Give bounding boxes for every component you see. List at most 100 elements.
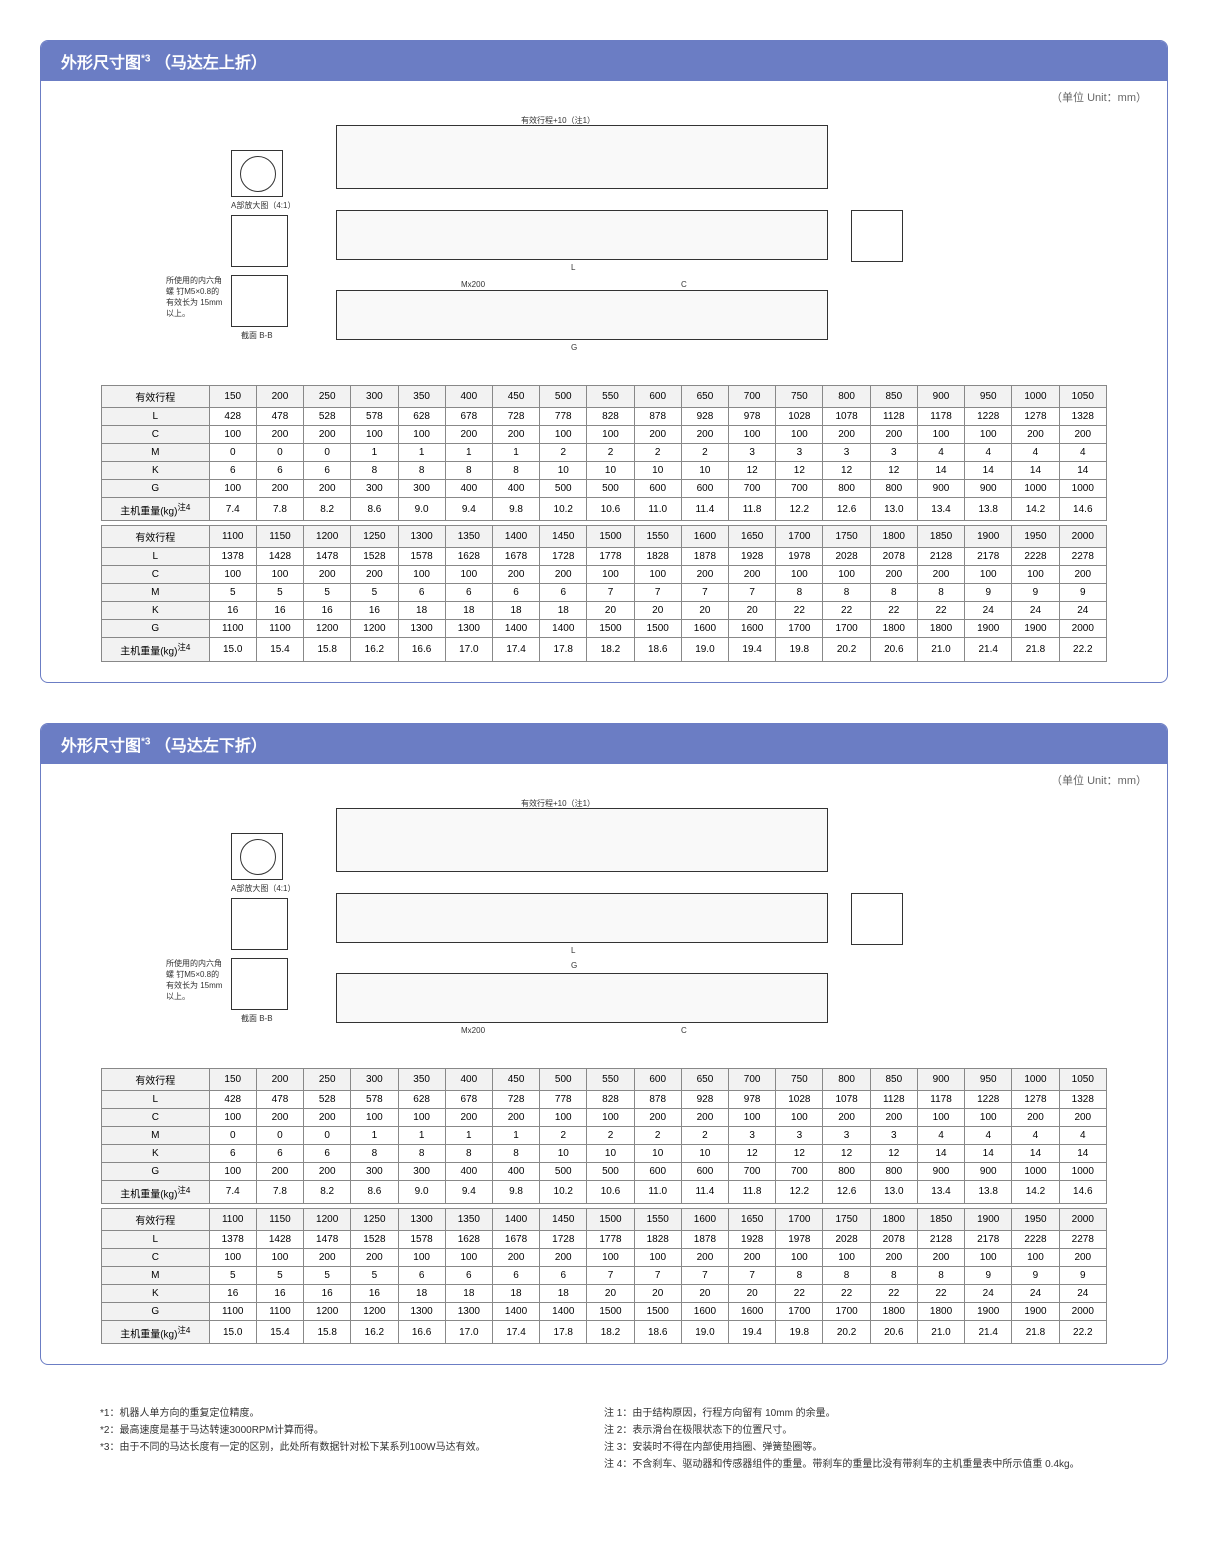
stroke-value-cell: 1800 <box>870 1208 917 1230</box>
row-label-cell: 主机重量(kg)注4 <box>102 1320 210 1343</box>
data-cell: 200 <box>304 480 351 498</box>
stroke-value-cell: 150 <box>209 386 256 408</box>
data-cell: 10 <box>587 462 634 480</box>
data-cell: 24 <box>1059 1284 1106 1302</box>
data-cell: 200 <box>1059 566 1106 584</box>
data-cell: 14 <box>965 462 1012 480</box>
data-cell: 500 <box>587 1162 634 1180</box>
data-cell: 9 <box>1012 1266 1059 1284</box>
data-cell: 1600 <box>681 620 728 638</box>
data-cell: 2 <box>681 444 728 462</box>
data-cell: 17.0 <box>445 638 492 661</box>
data-cell: 14.2 <box>1012 498 1059 521</box>
data-cell: 1000 <box>1012 1162 1059 1180</box>
data-cell: 19.4 <box>729 1320 776 1343</box>
data-cell: 2228 <box>1012 1230 1059 1248</box>
data-cell: 728 <box>492 408 539 426</box>
data-cell: 200 <box>492 1248 539 1266</box>
data-cell: 16.6 <box>398 1320 445 1343</box>
data-cell: 19.8 <box>776 638 823 661</box>
data-cell: 7 <box>729 584 776 602</box>
data-cell: 24 <box>1059 602 1106 620</box>
data-cell: 1128 <box>870 408 917 426</box>
l-label-1: L <box>571 263 575 272</box>
stroke-value-cell: 1100 <box>209 1208 256 1230</box>
table-row: M0001111222233334444 <box>102 1126 1107 1144</box>
stroke-value-cell: 1450 <box>540 1208 587 1230</box>
data-cell: 100 <box>351 1108 398 1126</box>
section-motor-lower-left: 外形尺寸图*3 （马达左下折） （单位 Unit：mm） A部放大图（4:1） … <box>40 723 1168 1366</box>
data-cell: 0 <box>304 1126 351 1144</box>
stroke-value-cell: 1900 <box>965 526 1012 548</box>
data-cell: 1528 <box>351 548 398 566</box>
data-cell: 2 <box>587 1126 634 1144</box>
data-cell: 9.4 <box>445 1180 492 1203</box>
data-cell: 8 <box>445 462 492 480</box>
stroke-value-cell: 250 <box>304 1068 351 1090</box>
data-cell: 1700 <box>776 620 823 638</box>
data-cell: 20 <box>587 1284 634 1302</box>
data-cell: 200 <box>870 426 917 444</box>
table-body-2a: 有效行程150200250300350400450500550600650700… <box>102 1068 1107 1203</box>
data-cell: 100 <box>209 426 256 444</box>
end-view-2 <box>851 893 903 945</box>
data-cell: 100 <box>209 566 256 584</box>
data-cell: 12 <box>823 462 870 480</box>
unit-label-2: （单位 Unit：mm） <box>41 764 1167 788</box>
data-cell: 7.4 <box>209 1180 256 1203</box>
data-cell: 1000 <box>1059 480 1106 498</box>
data-cell: 1 <box>398 1126 445 1144</box>
data-cell: 22 <box>870 602 917 620</box>
row-label-cell: K <box>102 602 210 620</box>
data-cell: 1100 <box>256 1302 303 1320</box>
data-cell: 15.0 <box>209 1320 256 1343</box>
table-row: L428478528578628678728778828878928978102… <box>102 1090 1107 1108</box>
data-cell: 14 <box>965 1144 1012 1162</box>
stroke-value-cell: 1600 <box>681 1208 728 1230</box>
data-cell: 428 <box>209 1090 256 1108</box>
data-cell: 13.4 <box>917 1180 964 1203</box>
data-cell: 100 <box>445 1248 492 1266</box>
data-cell: 1928 <box>729 1230 776 1248</box>
row-label-cell: 主机重量(kg)注4 <box>102 638 210 661</box>
data-cell: 8 <box>445 1144 492 1162</box>
data-cell: 8 <box>870 1266 917 1284</box>
data-cell: 22 <box>917 1284 964 1302</box>
data-cell: 14 <box>1012 462 1059 480</box>
data-cell: 100 <box>209 480 256 498</box>
data-cell: 16 <box>256 602 303 620</box>
data-cell: 200 <box>540 566 587 584</box>
data-cell: 7 <box>634 584 681 602</box>
data-cell: 0 <box>304 444 351 462</box>
data-cell: 16 <box>304 1284 351 1302</box>
table-row: C100200200100100200200100100200200100100… <box>102 1108 1107 1126</box>
data-cell: 100 <box>587 426 634 444</box>
data-cell: 16 <box>351 602 398 620</box>
data-cell: 21.0 <box>917 638 964 661</box>
table-row: L428478528578628678728778828878928978102… <box>102 408 1107 426</box>
data-cell: 10 <box>634 462 681 480</box>
data-cell: 12 <box>823 1144 870 1162</box>
data-cell: 300 <box>398 1162 445 1180</box>
data-cell: 928 <box>681 408 728 426</box>
data-cell: 10.6 <box>587 498 634 521</box>
data-cell: 10 <box>681 462 728 480</box>
data-cell: 6 <box>256 462 303 480</box>
data-cell: 4 <box>917 444 964 462</box>
footnotes-right-col: 注 1：由于结构原因，行程方向留有 10mm 的余量。 注 2：表示滑台在极限状… <box>604 1405 1108 1473</box>
stroke-value-cell: 650 <box>681 1068 728 1090</box>
data-cell: 300 <box>398 480 445 498</box>
detail-view-a-2 <box>231 833 283 880</box>
stroke-value-cell: 2000 <box>1059 526 1106 548</box>
data-cell: 1328 <box>1059 1090 1106 1108</box>
motor-section-view-1 <box>231 275 288 327</box>
stroke-value-cell: 200 <box>256 386 303 408</box>
data-cell: 7 <box>587 584 634 602</box>
data-cell: 1278 <box>1012 1090 1059 1108</box>
data-cell: 15.0 <box>209 638 256 661</box>
data-cell: 8 <box>870 584 917 602</box>
data-cell: 200 <box>304 566 351 584</box>
data-cell: 1000 <box>1059 1162 1106 1180</box>
stroke-value-cell: 850 <box>870 386 917 408</box>
stroke-value-cell: 450 <box>492 386 539 408</box>
